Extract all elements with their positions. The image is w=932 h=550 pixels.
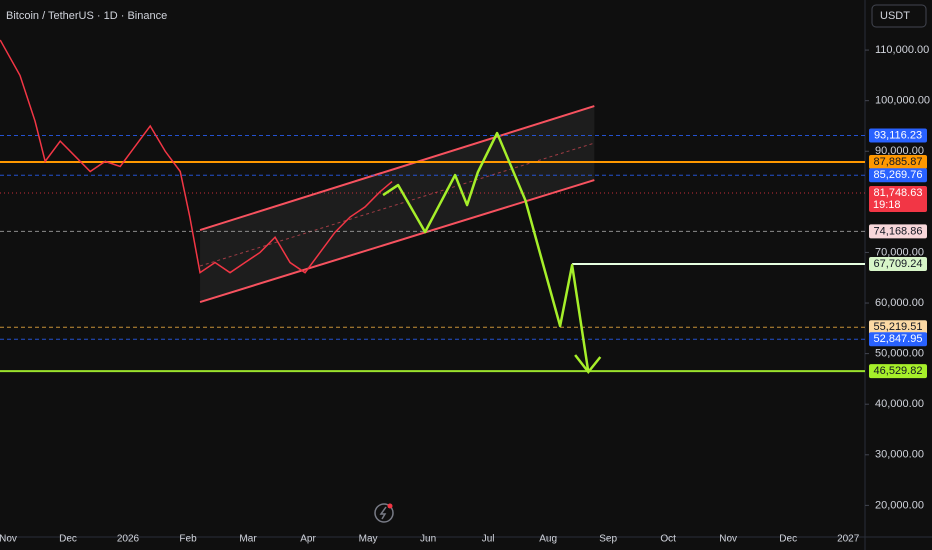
level-label: 74,168.86 <box>874 225 923 237</box>
projection-path <box>382 131 590 373</box>
x-tick-label: Aug <box>539 534 557 545</box>
level-label: 85,269.76 <box>874 169 923 181</box>
level-label: 46,529.82 <box>874 365 923 377</box>
x-tick-label: Jun <box>420 534 436 545</box>
level-label-box <box>869 128 927 143</box>
level-label: 52,847.95 <box>874 333 923 345</box>
x-tick-label: Dec <box>59 534 77 545</box>
x-tick-label: Jul <box>482 534 495 545</box>
x-tick-label: Feb <box>179 534 197 545</box>
x-tick-label: Dec <box>779 534 797 545</box>
projection-arrow <box>574 354 602 375</box>
level-label-box <box>869 168 927 183</box>
currency-button-label[interactable]: USDT <box>880 10 910 22</box>
channel-line <box>199 179 595 303</box>
level-label-box <box>869 154 927 169</box>
level-label: 81,748.63 <box>874 187 923 199</box>
x-tick-label: Oct <box>660 534 676 545</box>
y-tick-label: 50,000.00 <box>875 348 924 360</box>
level-label-box <box>869 257 927 272</box>
plot-area <box>0 39 865 375</box>
channel-midline <box>199 142 595 267</box>
level-label: 93,116.23 <box>874 129 922 141</box>
x-tick-label: Sep <box>599 534 617 545</box>
price-line <box>0 39 393 274</box>
y-tick-label: 90,000.00 <box>875 145 924 157</box>
channel-line <box>199 105 595 231</box>
level-label: 67,709.24 <box>874 258 923 270</box>
chart-title: Bitcoin / TetherUS · 1D · Binance <box>6 10 167 22</box>
level-label-box <box>869 320 927 335</box>
y-tick-label: 30,000.00 <box>875 449 924 461</box>
x-tick-label: Nov <box>0 534 17 545</box>
level-label-box <box>869 364 927 379</box>
level-label-box <box>869 332 927 347</box>
y-tick-label: 60,000.00 <box>875 297 924 309</box>
y-tick-label: 20,000.00 <box>875 499 924 511</box>
x-tick-label: Apr <box>300 534 316 545</box>
y-tick-label: 110,000.00 <box>875 44 929 56</box>
x-tick-label: Mar <box>239 534 257 545</box>
level-label: 87,885.87 <box>874 156 923 168</box>
countdown-label: 19:18 <box>873 199 901 211</box>
x-tick-label: 2026 <box>117 534 140 545</box>
x-tick-label: 2027 <box>837 534 860 545</box>
y-tick-label: 40,000.00 <box>875 398 924 410</box>
level-label-box <box>869 224 927 239</box>
currency-button[interactable] <box>871 4 927 28</box>
x-tick-label: May <box>359 534 378 545</box>
x-tick-label: Nov <box>719 534 737 545</box>
y-tick-label: 100,000.00 <box>875 95 930 107</box>
level-label-box <box>869 186 927 213</box>
replay-icon[interactable] <box>374 503 394 523</box>
level-label: 55,219.51 <box>874 321 923 333</box>
y-tick-label: 70,000.00 <box>875 246 924 258</box>
